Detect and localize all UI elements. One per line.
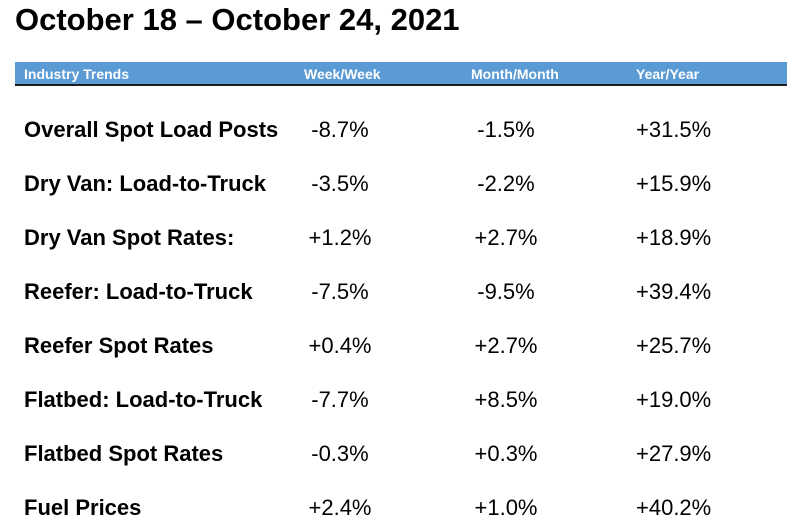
header-month-over-month: Month/Month bbox=[471, 66, 559, 82]
table-row: Dry Van Spot Rates: +1.2% +2.7% +18.9% bbox=[0, 223, 792, 253]
year-value: +40.2% bbox=[636, 495, 712, 520]
month-value: -9.5% bbox=[477, 279, 535, 304]
header-week-over-week: Week/Week bbox=[304, 66, 381, 82]
table-row: Dry Van: Load-to-Truck -3.5% -2.2% +15.9… bbox=[0, 169, 792, 199]
row-label: Flatbed Spot Rates bbox=[24, 441, 224, 466]
year-value: +39.4% bbox=[636, 279, 712, 304]
year-value: +18.9% bbox=[636, 225, 712, 250]
week-value: +2.4% bbox=[308, 495, 372, 520]
week-value: -7.5% bbox=[311, 279, 369, 304]
header-industry-trends: Industry Trends bbox=[24, 66, 130, 82]
month-value: -2.2% bbox=[477, 171, 535, 196]
month-value: +2.7% bbox=[474, 333, 538, 358]
row-label: Flatbed: Load-to-Truck bbox=[24, 387, 263, 412]
table-row: Overall Spot Load Posts -8.7% -1.5% +31.… bbox=[0, 115, 792, 145]
week-value: -7.7% bbox=[311, 387, 369, 412]
table-row: Reefer Spot Rates +0.4% +2.7% +25.7% bbox=[0, 331, 792, 361]
table-header: Industry Trends Week/Week Month/Month Ye… bbox=[15, 62, 787, 86]
row-label: Overall Spot Load Posts bbox=[24, 117, 279, 142]
year-value: +27.9% bbox=[636, 441, 712, 466]
month-value: +2.7% bbox=[474, 225, 538, 250]
row-label: Reefer: Load-to-Truck bbox=[24, 279, 253, 304]
header-year-over-year: Year/Year bbox=[636, 66, 700, 82]
table-row: Reefer: Load-to-Truck -7.5% -9.5% +39.4% bbox=[0, 277, 792, 307]
year-value: +15.9% bbox=[636, 171, 712, 196]
row-label: Fuel Prices bbox=[24, 495, 142, 520]
week-value: +1.2% bbox=[308, 225, 372, 250]
month-value: +0.3% bbox=[474, 441, 538, 466]
row-label: Reefer Spot Rates bbox=[24, 333, 214, 358]
table-row: Flatbed Spot Rates -0.3% +0.3% +27.9% bbox=[0, 439, 792, 469]
month-value: +8.5% bbox=[474, 387, 538, 412]
week-value: -3.5% bbox=[311, 171, 369, 196]
month-value: +1.0% bbox=[474, 495, 538, 520]
row-label: Dry Van Spot Rates: bbox=[24, 225, 235, 250]
row-label: Dry Van: Load-to-Truck bbox=[24, 171, 267, 196]
week-value: -8.7% bbox=[311, 117, 369, 142]
table-row: Flatbed: Load-to-Truck -7.7% +8.5% +19.0… bbox=[0, 385, 792, 415]
year-value: +31.5% bbox=[636, 117, 712, 142]
week-value: -0.3% bbox=[311, 441, 369, 466]
year-value: +25.7% bbox=[636, 333, 712, 358]
year-value: +19.0% bbox=[636, 387, 712, 412]
page-title: October 18 – October 24, 2021 bbox=[15, 2, 460, 37]
week-value: +0.4% bbox=[308, 333, 372, 358]
month-value: -1.5% bbox=[477, 117, 535, 142]
table-row: Fuel Prices +2.4% +1.0% +40.2% bbox=[0, 493, 792, 523]
